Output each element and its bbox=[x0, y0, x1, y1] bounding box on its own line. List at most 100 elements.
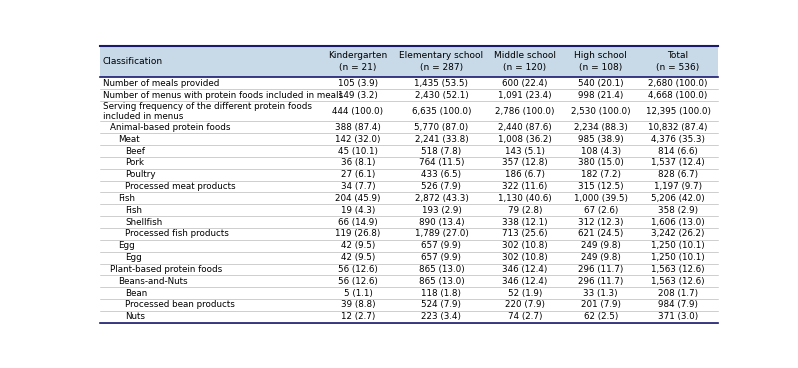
Text: 5,770 (87.0): 5,770 (87.0) bbox=[414, 123, 468, 132]
Text: 814 (6.6): 814 (6.6) bbox=[658, 146, 698, 156]
Text: Beef: Beef bbox=[125, 146, 145, 156]
Text: 119 (26.8): 119 (26.8) bbox=[335, 229, 381, 238]
Text: 1,606 (13.0): 1,606 (13.0) bbox=[651, 217, 705, 227]
Text: 1,091 (23.4): 1,091 (23.4) bbox=[498, 91, 551, 100]
Text: 600 (22.4): 600 (22.4) bbox=[502, 79, 547, 88]
Text: 186 (6.7): 186 (6.7) bbox=[505, 170, 545, 179]
Text: 2,530 (100.0): 2,530 (100.0) bbox=[571, 107, 630, 116]
Text: 42 (9.5): 42 (9.5) bbox=[341, 241, 375, 250]
Bar bbox=[100, 228, 718, 240]
Text: 220 (7.9): 220 (7.9) bbox=[505, 300, 545, 309]
Text: 1,000 (39.5): 1,000 (39.5) bbox=[574, 194, 628, 203]
Text: 2,680 (100.0): 2,680 (100.0) bbox=[648, 79, 708, 88]
Text: 296 (11.7): 296 (11.7) bbox=[578, 265, 623, 274]
Text: 208 (1.7): 208 (1.7) bbox=[658, 289, 698, 298]
Text: 249 (9.8): 249 (9.8) bbox=[581, 241, 621, 250]
Bar bbox=[100, 263, 718, 275]
Text: 865 (13.0): 865 (13.0) bbox=[419, 265, 464, 274]
Text: 346 (12.4): 346 (12.4) bbox=[502, 277, 547, 286]
Text: Animal-based protein foods: Animal-based protein foods bbox=[110, 123, 231, 132]
Text: 193 (2.9): 193 (2.9) bbox=[421, 206, 461, 215]
Text: 380 (15.0): 380 (15.0) bbox=[578, 158, 623, 167]
Text: 5 (1.1): 5 (1.1) bbox=[343, 289, 373, 298]
Text: 2,234 (88.3): 2,234 (88.3) bbox=[574, 123, 628, 132]
Text: Beans-and-Nuts: Beans-and-Nuts bbox=[117, 277, 188, 286]
Text: 526 (7.9): 526 (7.9) bbox=[421, 182, 461, 191]
Text: Meat: Meat bbox=[117, 135, 140, 144]
Text: 67 (2.6): 67 (2.6) bbox=[583, 206, 618, 215]
Text: 302 (10.8): 302 (10.8) bbox=[502, 241, 547, 250]
Text: 79 (2.8): 79 (2.8) bbox=[508, 206, 542, 215]
Bar bbox=[100, 89, 718, 101]
Text: 149 (3.2): 149 (3.2) bbox=[338, 91, 378, 100]
Text: High school
(n = 108): High school (n = 108) bbox=[575, 52, 627, 71]
Text: 322 (11.6): 322 (11.6) bbox=[502, 182, 547, 191]
Text: 2,430 (52.1): 2,430 (52.1) bbox=[415, 91, 468, 100]
Text: 108 (4.3): 108 (4.3) bbox=[581, 146, 621, 156]
Text: 984 (7.9): 984 (7.9) bbox=[658, 300, 698, 309]
Text: 1,008 (36.2): 1,008 (36.2) bbox=[498, 135, 552, 144]
Text: 182 (7.2): 182 (7.2) bbox=[581, 170, 621, 179]
Text: 39 (8.8): 39 (8.8) bbox=[341, 300, 375, 309]
Text: 204 (45.9): 204 (45.9) bbox=[335, 194, 381, 203]
Text: 657 (9.9): 657 (9.9) bbox=[421, 253, 461, 262]
Bar bbox=[100, 181, 718, 192]
Bar bbox=[100, 252, 718, 263]
Text: 346 (12.4): 346 (12.4) bbox=[502, 265, 547, 274]
Text: 2,440 (87.6): 2,440 (87.6) bbox=[498, 123, 551, 132]
Text: 338 (12.1): 338 (12.1) bbox=[502, 217, 547, 227]
Text: Plant-based protein foods: Plant-based protein foods bbox=[110, 265, 223, 274]
Text: 828 (6.7): 828 (6.7) bbox=[658, 170, 698, 179]
Text: 36 (8.1): 36 (8.1) bbox=[341, 158, 375, 167]
Text: 74 (2.7): 74 (2.7) bbox=[508, 312, 542, 321]
Text: 12,395 (100.0): 12,395 (100.0) bbox=[646, 107, 710, 116]
Text: 518 (7.8): 518 (7.8) bbox=[421, 146, 461, 156]
Text: 19 (4.3): 19 (4.3) bbox=[341, 206, 375, 215]
Bar bbox=[100, 192, 718, 204]
Text: 657 (9.9): 657 (9.9) bbox=[421, 241, 461, 250]
Text: Number of menus with protein foods included in meals: Number of menus with protein foods inclu… bbox=[103, 91, 343, 100]
Text: 12 (2.7): 12 (2.7) bbox=[341, 312, 375, 321]
Text: 1,435 (53.5): 1,435 (53.5) bbox=[414, 79, 468, 88]
Text: 1,789 (27.0): 1,789 (27.0) bbox=[414, 229, 468, 238]
Text: 985 (38.9): 985 (38.9) bbox=[578, 135, 623, 144]
Text: Fish: Fish bbox=[117, 194, 135, 203]
Text: 10,832 (87.4): 10,832 (87.4) bbox=[648, 123, 708, 132]
Text: 62 (2.5): 62 (2.5) bbox=[583, 312, 618, 321]
Bar bbox=[100, 46, 718, 77]
Text: Egg: Egg bbox=[125, 253, 142, 262]
Text: 524 (7.9): 524 (7.9) bbox=[421, 300, 461, 309]
Text: 1,563 (12.6): 1,563 (12.6) bbox=[651, 265, 705, 274]
Text: 433 (6.5): 433 (6.5) bbox=[421, 170, 461, 179]
Text: 444 (100.0): 444 (100.0) bbox=[333, 107, 384, 116]
Text: 143 (5.1): 143 (5.1) bbox=[505, 146, 545, 156]
Bar bbox=[100, 121, 718, 133]
Text: Total
(n = 536): Total (n = 536) bbox=[657, 52, 700, 71]
Text: Fish: Fish bbox=[125, 206, 142, 215]
Text: 998 (21.4): 998 (21.4) bbox=[578, 91, 623, 100]
Text: 1,250 (10.1): 1,250 (10.1) bbox=[651, 253, 705, 262]
Text: 315 (12.5): 315 (12.5) bbox=[578, 182, 623, 191]
Text: Elementary school
(n = 287): Elementary school (n = 287) bbox=[399, 52, 484, 71]
Text: 2,872 (43.3): 2,872 (43.3) bbox=[414, 194, 468, 203]
Text: Processed fish products: Processed fish products bbox=[125, 229, 229, 238]
Text: 2,786 (100.0): 2,786 (100.0) bbox=[496, 107, 555, 116]
Text: 223 (3.4): 223 (3.4) bbox=[421, 312, 461, 321]
Text: 312 (12.3): 312 (12.3) bbox=[578, 217, 623, 227]
Text: 865 (13.0): 865 (13.0) bbox=[419, 277, 464, 286]
Text: 3,242 (26.2): 3,242 (26.2) bbox=[651, 229, 705, 238]
Text: Classification: Classification bbox=[103, 57, 163, 66]
Text: 33 (1.3): 33 (1.3) bbox=[583, 289, 618, 298]
Text: 142 (32.0): 142 (32.0) bbox=[335, 135, 381, 144]
Bar bbox=[100, 169, 718, 181]
Bar bbox=[100, 157, 718, 169]
Text: 45 (10.1): 45 (10.1) bbox=[338, 146, 378, 156]
Text: 302 (10.8): 302 (10.8) bbox=[502, 253, 547, 262]
Bar bbox=[100, 145, 718, 157]
Text: 5,206 (42.0): 5,206 (42.0) bbox=[651, 194, 705, 203]
Text: Shellfish: Shellfish bbox=[125, 217, 162, 227]
Text: 1,130 (40.6): 1,130 (40.6) bbox=[498, 194, 551, 203]
Text: Kindergarten
(n = 21): Kindergarten (n = 21) bbox=[328, 52, 388, 71]
Text: 34 (7.7): 34 (7.7) bbox=[341, 182, 375, 191]
Bar bbox=[100, 77, 718, 89]
